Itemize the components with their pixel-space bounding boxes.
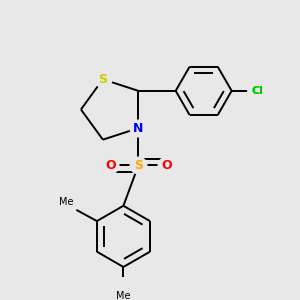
Text: N: N <box>133 122 143 135</box>
Text: Me: Me <box>116 290 131 300</box>
Text: Cl: Cl <box>251 86 263 96</box>
Text: O: O <box>161 159 172 172</box>
Text: O: O <box>105 159 116 172</box>
Text: Cl: Cl <box>251 86 263 96</box>
Text: S: S <box>98 73 107 86</box>
Text: Me: Me <box>59 197 74 207</box>
Text: S: S <box>134 159 143 172</box>
